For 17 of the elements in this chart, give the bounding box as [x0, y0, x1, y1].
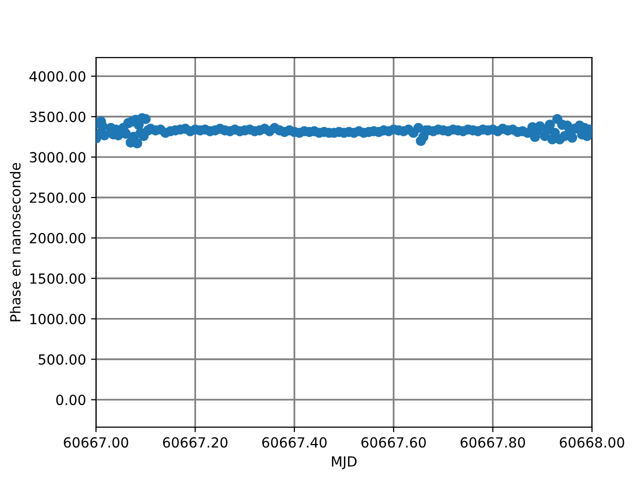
y-tick-label: 2000.00: [30, 232, 86, 244]
y-tick-label: 3000.00: [30, 152, 86, 163]
y-tick-label: 2500.00: [30, 192, 86, 203]
y-axis-title: Phase en nanoseconde: [10, 162, 21, 322]
x-tick-label: 60667.40: [262, 437, 327, 448]
y-tick-label: 500.00: [38, 354, 86, 365]
y-tick-label: 0.00: [56, 394, 86, 406]
x-tick-label: 60667.80: [460, 437, 526, 448]
x-tick-label: 60667.00: [64, 437, 128, 448]
y-tick-label: 4000.00: [30, 71, 86, 82]
y-tick-label: 1500.00: [30, 273, 86, 284]
y-tick-label: 3500.00: [30, 112, 86, 122]
x-axis-title: MJD: [332, 456, 357, 470]
y-tick-label: 1000.00: [30, 314, 86, 324]
x-tick-label: 60667.20: [163, 437, 228, 448]
x-tick-label: 60668.00: [560, 437, 624, 448]
x-tick-label: 60667.60: [361, 437, 426, 448]
